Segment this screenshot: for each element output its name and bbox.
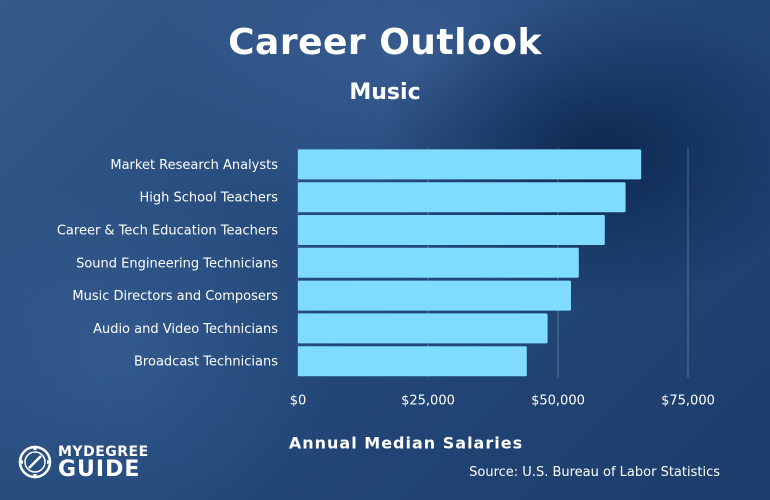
- x-tick-label: $0: [290, 394, 307, 409]
- bar: [298, 313, 548, 344]
- category-label: Market Research Analysts: [110, 158, 278, 173]
- x-tick-label: $50,000: [531, 394, 585, 409]
- chart-title: Career Outlook: [228, 22, 542, 63]
- source-note: Source: U.S. Bureau of Labor Statistics: [469, 465, 720, 480]
- bar: [298, 280, 571, 311]
- bar: [298, 346, 527, 377]
- logo-text-bottom: GUIDE: [58, 457, 141, 482]
- compass-icon: [18, 445, 52, 479]
- category-label: Career & Tech Education Teachers: [57, 224, 278, 239]
- category-label: Sound Engineering Technicians: [76, 256, 278, 271]
- bar: [298, 215, 605, 245]
- chart-subtitle: Music: [349, 80, 421, 105]
- x-tick-label: $25,000: [401, 394, 455, 409]
- category-label: Audio and Video Technicians: [93, 322, 278, 337]
- category-label: Music Directors and Composers: [72, 289, 278, 304]
- x-tick-label: $75,000: [661, 394, 715, 409]
- bar: [298, 247, 579, 278]
- bar: [298, 149, 642, 180]
- x-axis-label: Annual Median Salaries: [289, 434, 523, 453]
- category-label: Broadcast Technicians: [134, 355, 278, 370]
- category-label: High School Teachers: [140, 191, 279, 206]
- logo: MYDEGREE GUIDE: [18, 442, 168, 484]
- bar: [298, 182, 626, 213]
- logo-text-top: MYDEGREE: [58, 444, 149, 460]
